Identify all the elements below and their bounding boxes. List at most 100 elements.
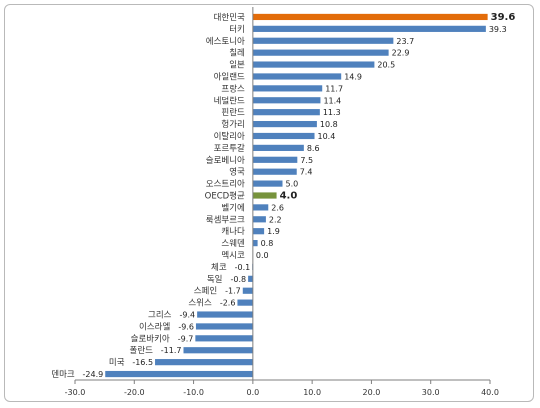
bar-1 bbox=[252, 25, 486, 32]
category-label-3: 칠레 bbox=[229, 49, 245, 59]
category-label-12: 슬로베니아 bbox=[206, 155, 245, 166]
value-label-18: 1.9 bbox=[267, 227, 280, 236]
value-label-4: 20.5 bbox=[377, 61, 395, 70]
category-label-23: 스페인 bbox=[194, 286, 217, 297]
category-label-26: 이스라엘 bbox=[139, 321, 170, 332]
category-label-6: 프랑스 bbox=[221, 83, 245, 94]
bar-17 bbox=[252, 216, 266, 223]
value-label-10: 10.4 bbox=[318, 132, 336, 141]
value-label-7: 11.4 bbox=[323, 96, 341, 105]
category-label-19: 스웨덴 bbox=[221, 238, 245, 249]
category-label-7: 네덜란드 bbox=[214, 95, 245, 106]
value-label-21: -0.1 bbox=[235, 263, 251, 272]
value-label-27: -9.7 bbox=[178, 334, 194, 343]
bar-7 bbox=[252, 97, 321, 104]
bar-19 bbox=[252, 240, 258, 247]
category-label-21: 체코 bbox=[211, 262, 227, 273]
bar-18 bbox=[252, 228, 265, 235]
category-label-25: 그리스 bbox=[148, 311, 172, 321]
x-tick-label-7: 40.0 bbox=[481, 388, 499, 397]
category-label-16: 벨기에 bbox=[221, 202, 244, 213]
value-label-23: -1.7 bbox=[225, 287, 241, 296]
category-label-27: 슬로바키아 bbox=[131, 333, 170, 344]
value-label-25: -9.4 bbox=[180, 311, 196, 320]
bar-29 bbox=[155, 359, 253, 366]
value-label-9: 10.8 bbox=[320, 120, 338, 129]
bar-15 bbox=[252, 192, 277, 199]
bar-3 bbox=[252, 49, 389, 56]
bar-13 bbox=[252, 168, 297, 175]
category-label-4: 일본 bbox=[229, 61, 245, 71]
value-label-11: 8.6 bbox=[307, 144, 320, 153]
bar-5 bbox=[252, 73, 342, 80]
category-label-0: 대한민국 bbox=[214, 12, 245, 23]
bar-10 bbox=[252, 132, 315, 140]
value-label-0: 39.6 bbox=[491, 12, 516, 23]
bar-27 bbox=[195, 335, 253, 342]
value-label-19: 0.8 bbox=[261, 239, 274, 248]
x-tick-label-1: -20.0 bbox=[124, 388, 145, 397]
bar-24 bbox=[237, 299, 253, 306]
value-label-29: -16.5 bbox=[132, 358, 153, 367]
bar-6 bbox=[252, 85, 323, 92]
value-label-28: -11.7 bbox=[161, 346, 182, 355]
value-label-24: -2.6 bbox=[220, 299, 236, 308]
bar-25 bbox=[197, 311, 253, 318]
category-label-1: 터키 bbox=[229, 25, 245, 35]
bar-11 bbox=[252, 144, 304, 151]
category-label-5: 아일랜드 bbox=[214, 71, 245, 82]
category-label-2: 에스토니아 bbox=[206, 36, 245, 47]
category-label-30: 덴마크 bbox=[51, 370, 75, 380]
bar-9 bbox=[252, 120, 317, 128]
category-label-10: 이탈리아 bbox=[214, 131, 245, 142]
bar-4 bbox=[252, 61, 375, 68]
bar-2 bbox=[252, 37, 394, 44]
category-label-29: 미국 bbox=[109, 358, 125, 368]
value-label-17: 2.2 bbox=[269, 215, 282, 224]
category-label-8: 핀란드 bbox=[221, 107, 245, 118]
category-label-17: 룩셈부르크 bbox=[206, 215, 245, 225]
bar-23 bbox=[242, 287, 253, 294]
value-label-22: -0.8 bbox=[231, 275, 247, 284]
category-label-24: 스위스 bbox=[188, 299, 212, 309]
category-label-18: 캐나다 bbox=[221, 227, 245, 237]
x-tick-label-3: 0.0 bbox=[246, 388, 259, 397]
category-label-9: 헝가리 bbox=[221, 120, 244, 130]
category-label-14: 오스트리아 bbox=[206, 179, 245, 190]
value-label-12: 7.5 bbox=[300, 156, 313, 165]
value-label-14: 5.0 bbox=[286, 180, 299, 189]
category-label-13: 영국 bbox=[229, 167, 245, 178]
category-label-20: 멕시코 bbox=[221, 250, 245, 261]
value-label-16: 2.6 bbox=[271, 203, 284, 212]
category-label-22: 독일 bbox=[207, 275, 223, 285]
value-label-5: 14.9 bbox=[344, 72, 362, 81]
value-label-13: 7.4 bbox=[300, 168, 313, 177]
bar-8 bbox=[252, 109, 320, 116]
bar-0 bbox=[252, 13, 488, 21]
bar-14 bbox=[252, 180, 283, 187]
bar-16 bbox=[252, 204, 269, 211]
chart-frame bbox=[4, 4, 534, 402]
bar-22 bbox=[248, 275, 253, 282]
category-label-28: 폴란드 bbox=[130, 345, 154, 356]
bar-28 bbox=[183, 347, 253, 354]
category-label-11: 포르투갈 bbox=[214, 144, 245, 154]
x-tick-label-0: -30.0 bbox=[65, 388, 86, 397]
value-label-2: 23.7 bbox=[396, 37, 414, 46]
value-label-3: 22.9 bbox=[392, 49, 410, 58]
x-tick-label-2: -10.0 bbox=[183, 388, 204, 397]
x-tick-label-4: 10.0 bbox=[303, 388, 321, 397]
value-label-6: 11.7 bbox=[325, 84, 343, 93]
bar-12 bbox=[252, 156, 298, 163]
value-label-1: 39.3 bbox=[489, 25, 507, 34]
value-label-20: 0.0 bbox=[256, 251, 269, 260]
x-tick-label-5: 20.0 bbox=[363, 388, 381, 397]
category-label-15: OECD평균 bbox=[205, 191, 245, 202]
value-label-15: 4.0 bbox=[280, 191, 298, 202]
value-label-8: 11.3 bbox=[323, 108, 341, 117]
bar-26 bbox=[195, 323, 253, 330]
bar-30 bbox=[105, 370, 253, 378]
value-label-30: -24.9 bbox=[83, 370, 104, 379]
value-label-26: -9.6 bbox=[178, 322, 194, 331]
